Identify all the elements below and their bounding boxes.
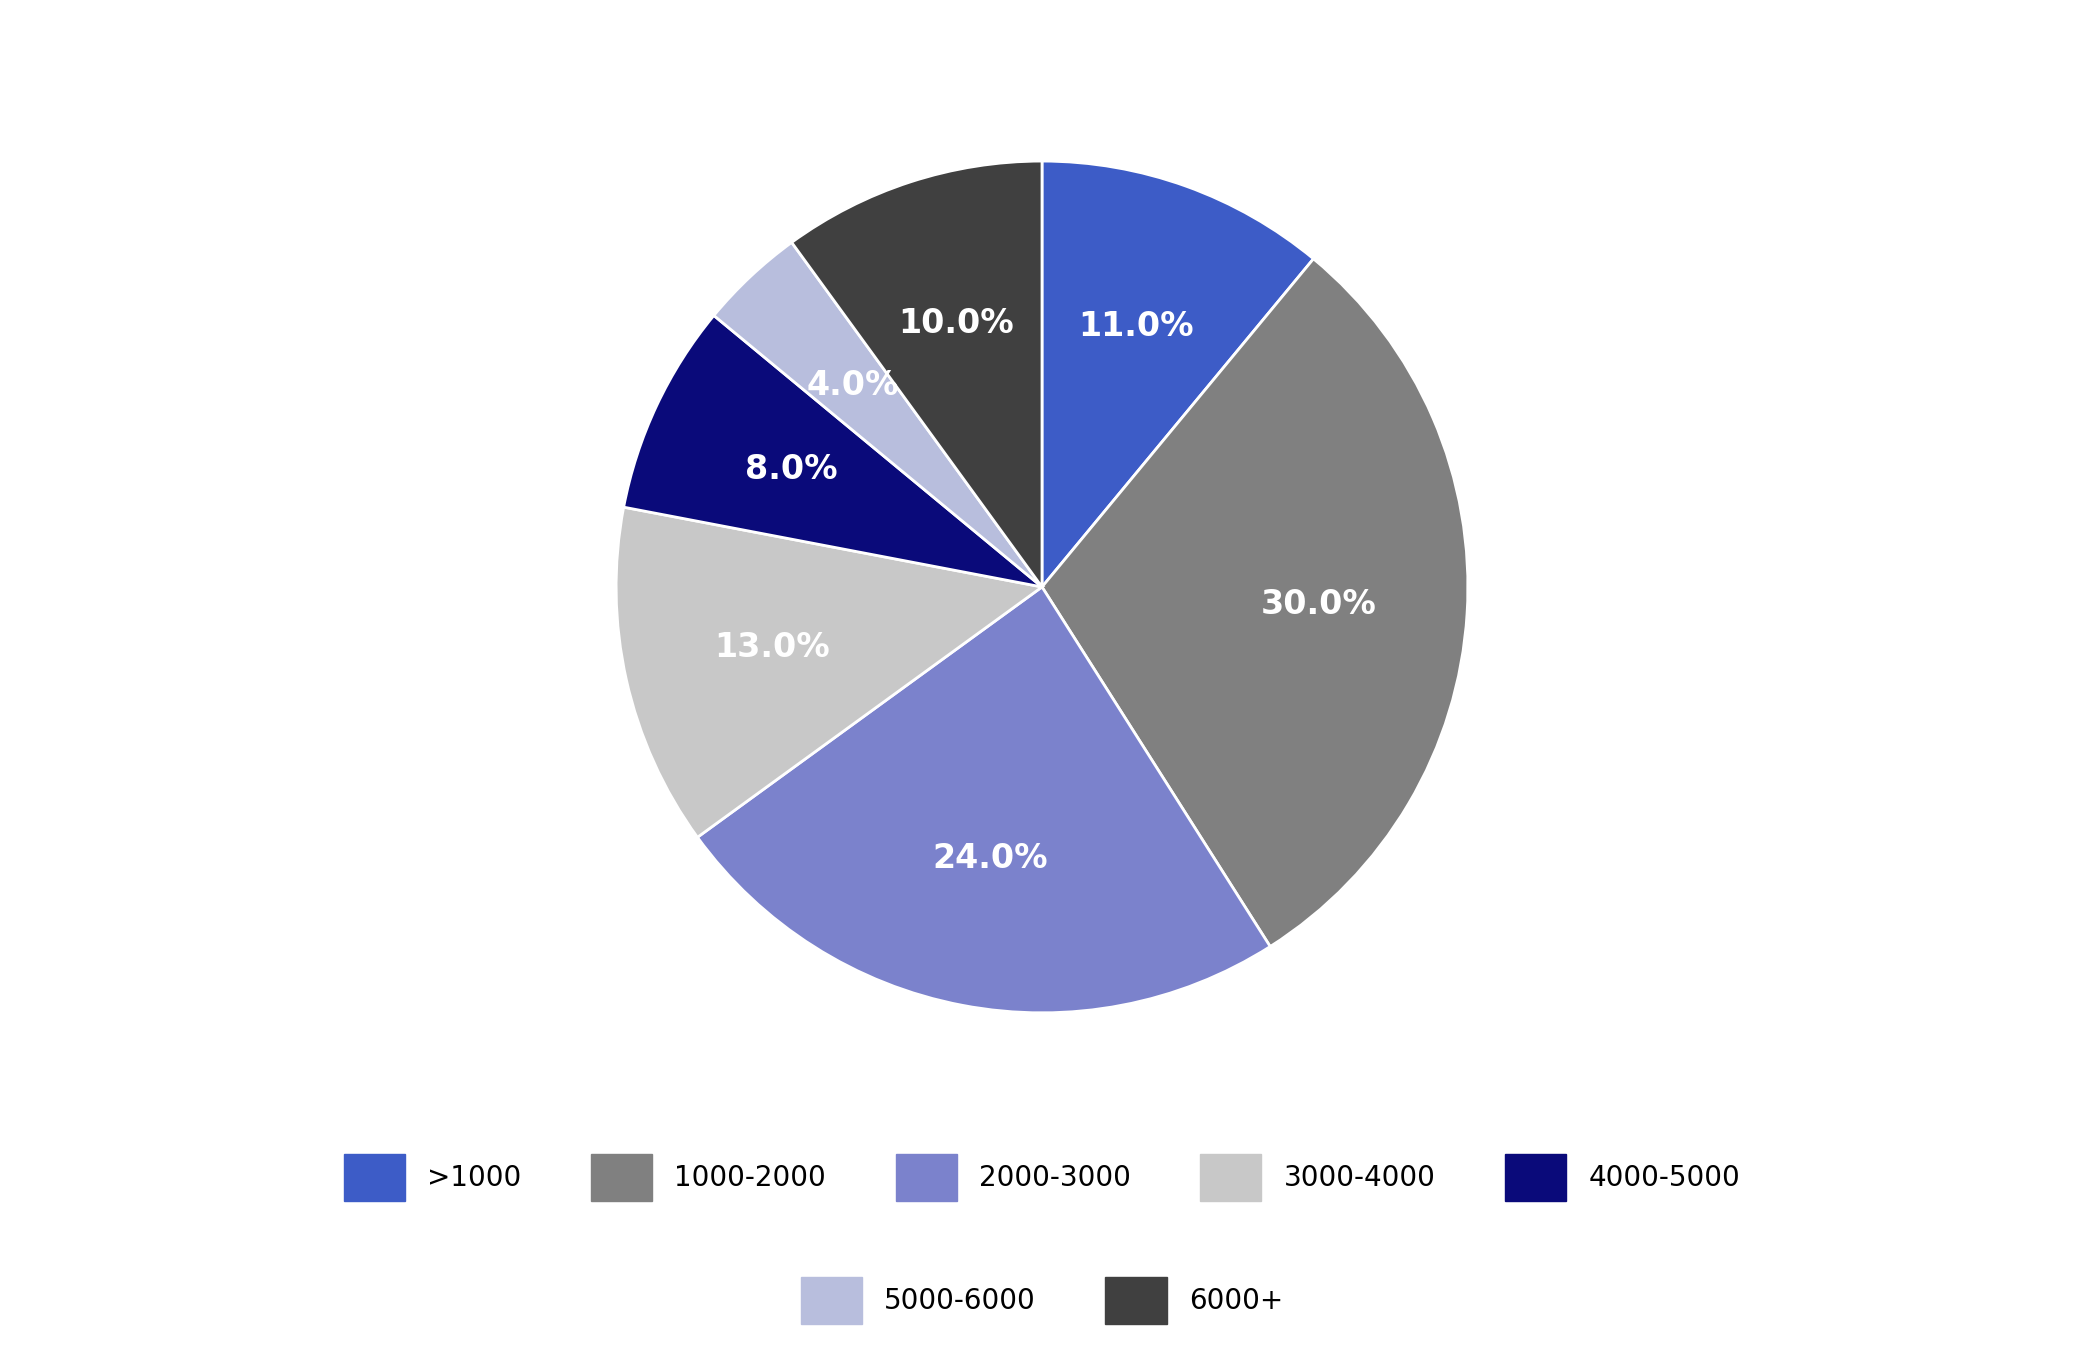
Wedge shape <box>617 508 1042 837</box>
Wedge shape <box>1042 161 1313 587</box>
Text: 30.0%: 30.0% <box>1261 588 1375 621</box>
Text: 8.0%: 8.0% <box>746 453 838 486</box>
Wedge shape <box>623 315 1042 587</box>
Text: 10.0%: 10.0% <box>898 307 1015 340</box>
Text: 4.0%: 4.0% <box>807 369 898 401</box>
Text: 11.0%: 11.0% <box>1077 310 1194 343</box>
Wedge shape <box>792 161 1042 587</box>
Legend: 5000-6000, 6000+: 5000-6000, 6000+ <box>788 1263 1296 1338</box>
Text: 24.0%: 24.0% <box>932 842 1048 875</box>
Text: 13.0%: 13.0% <box>715 631 829 663</box>
Wedge shape <box>698 587 1269 1013</box>
Wedge shape <box>1042 259 1467 946</box>
Legend: >1000, 1000-2000, 2000-3000, 3000-4000, 4000-5000: >1000, 1000-2000, 2000-3000, 3000-4000, … <box>329 1140 1755 1215</box>
Wedge shape <box>715 243 1042 587</box>
